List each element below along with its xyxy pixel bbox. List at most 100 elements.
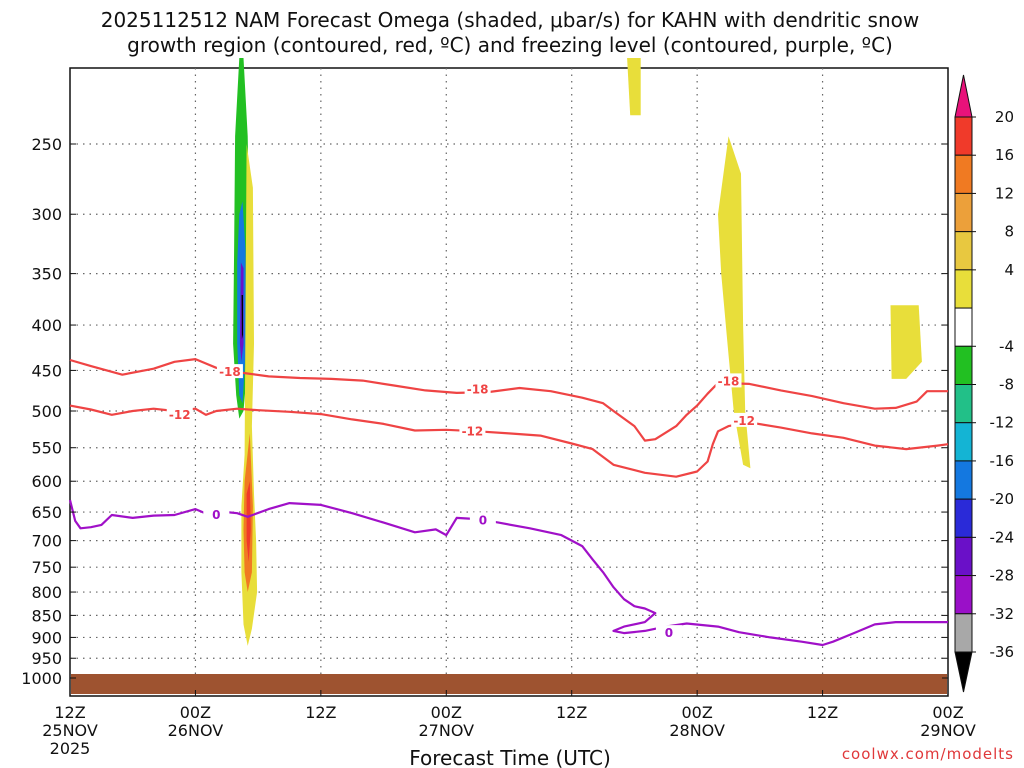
colorbar-label: 8 [1004,223,1014,241]
y-tick-label: 500 [31,402,62,421]
contour-label-bg [203,507,230,522]
y-tick-label: 750 [31,558,62,577]
x-tick-label: 12Z [556,703,587,722]
contour-label-bg [715,373,742,388]
colorbar-label: -36 [990,643,1015,661]
contour-label: -18 [718,374,740,388]
contour-label-bg [464,381,491,396]
omega-region-descent-far-right [890,305,922,379]
x-tick-label: 00Z [431,703,462,722]
y-tick-label: 250 [31,135,62,154]
contour-0C [68,499,948,647]
contour-label-bg [459,423,486,438]
omega-region-descent-right [718,136,751,469]
colorbar-segment [954,116,973,156]
y-tick-label: 650 [31,503,62,522]
y-tick-label: 800 [31,583,62,602]
contour-label-bg [469,512,496,527]
omega-region-strong-ascent-peak [241,295,243,340]
colorbar-label: -24 [990,528,1015,546]
colorbar-segment [954,422,973,462]
x-tick-label: 2025 [50,739,91,758]
colorbar-segment [954,345,973,385]
omega-region-descent-red [246,481,251,562]
contour--18C [69,358,948,442]
x-tick-label: 00Z [932,703,963,722]
omega-region-descent-upper [627,58,641,116]
contour-label-bg [166,406,193,421]
contour-label: -12 [733,414,755,428]
colorbar-label: -16 [990,452,1015,470]
colorbar-bottom-triangle [954,651,973,693]
contour-label-bg [731,412,758,427]
omega-region-strong-ascent-max [239,262,244,362]
colorbar-label: -12 [990,414,1015,432]
y-tick-label: 600 [31,472,62,491]
y-tick-label: 400 [31,316,62,335]
colorbar-segment [954,460,973,500]
y-tick-label: 950 [31,649,62,668]
colorbar-segment [954,613,973,653]
y-tick-label: 550 [31,439,62,458]
x-tick-label: 26NOV [168,721,224,740]
contour-label: -12 [169,408,191,422]
colorbar-segment [954,231,973,271]
x-tick-label: 27NOV [418,721,474,740]
contour-label: 0 [212,508,220,522]
colorbar-segment [954,498,973,538]
grid-lines [70,68,948,696]
colorbar-label: -4 [999,337,1014,355]
contour-label: 0 [665,626,673,640]
pressure-axis: 250 300 350 400 450 500 550 600 650 700 750 800 850 9… [21,135,948,688]
colorbar-label: -20 [990,490,1015,508]
x-tick-label: 00Z [180,703,211,722]
colorbar-label: -8 [999,376,1014,394]
colorbar-top-triangle [954,74,973,118]
y-tick-label: 900 [31,628,62,647]
contour--12C [69,404,949,478]
contour-label: -18 [467,383,489,397]
chart-title-line2: growth region (contoured, red, ºC) and f… [127,33,893,57]
x-tick-label: 25NOV [42,721,98,740]
colorbar-label: -32 [990,605,1015,623]
colorbar-segment [954,307,973,347]
x-tick-label: 12Z [54,703,85,722]
colorbar-segment [954,154,973,194]
y-tick-label: 350 [31,265,62,284]
chart-title-line1: 2025112512 NAM Forecast Omega (shaded, μ… [101,8,920,32]
y-tick-label: 700 [31,532,62,551]
ground-terrain [71,674,947,694]
contour-label: 0 [479,513,487,527]
contour-label: -12 [462,424,484,438]
x-axis-label: Forecast Time (UTC) [409,746,611,768]
contour-label: -18 [219,365,241,379]
y-tick-label: 1000 [21,669,62,688]
y-tick-label: 450 [31,361,62,380]
y-tick-label: 300 [31,205,62,224]
colorbar-label: 16 [995,146,1014,164]
colorbar-segment [954,269,973,309]
colorbar-label: 4 [1004,261,1014,279]
x-tick-label: 29NOV [920,721,976,740]
contour-label-bg [216,364,243,379]
x-tick-label: 12Z [305,703,336,722]
plot-frame [69,67,949,697]
x-tick-label: 28NOV [669,721,725,740]
credit-text: coolwx.com/modelts [842,745,1014,763]
contour-label-bg [655,625,682,640]
omega-colorbar: 20 16 12 8 4 -4 -8 -12 -16 -20 -24 -28 -32 -36 [954,74,1015,693]
colorbar-segment [954,192,973,233]
colorbar-label: -28 [990,567,1015,585]
omega-shading [233,58,922,646]
colorbar-label: 20 [995,108,1014,126]
colorbar-segment [954,384,973,424]
y-tick-label: 850 [31,606,62,625]
colorbar-segment [954,575,973,615]
colorbar-segment [954,536,973,577]
x-tick-label: 00Z [681,703,712,722]
temperature-contours: -18 -18 -18 -12 -12 -12 0 0 0 [68,358,949,647]
x-tick-label: 12Z [807,703,838,722]
colorbar-label: 12 [995,184,1014,202]
